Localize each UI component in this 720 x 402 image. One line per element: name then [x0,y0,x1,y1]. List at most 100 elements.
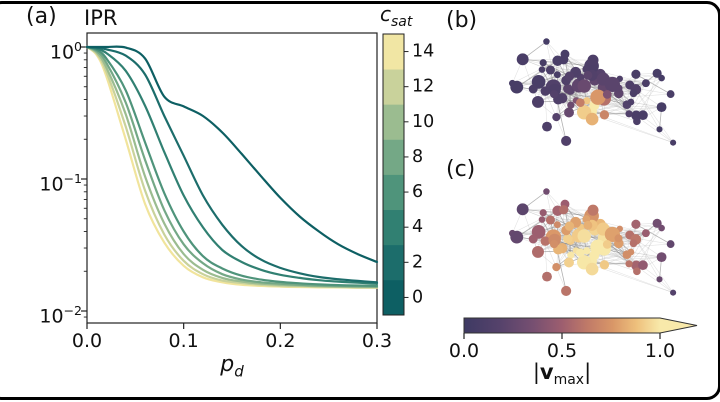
network-node [583,70,593,80]
network-node [567,101,575,109]
network-edge [636,77,662,116]
network-edge [659,279,674,293]
network-edge [556,90,571,118]
csat-colorbar-segment [383,279,404,316]
x-tick-label: 0.3 [362,330,392,352]
csat-colorbar-outline [382,33,405,316]
csat-colorbar-segment [383,34,404,70]
network-node [563,83,573,94]
network-node [631,219,641,229]
x-tick-label: 0.1 [169,330,199,352]
network-node [528,234,538,244]
network-node [658,74,665,82]
network-node [510,80,524,94]
network-node [627,248,635,256]
panel-b-label: (b) [446,8,478,33]
vmax-label-vector: v [539,360,554,384]
network-edge [628,233,647,264]
y-tick-base: 10 [39,305,64,328]
network-edge [516,210,558,238]
network-node [552,113,561,122]
csat-colorbar: 0 2 4 6 8 10 12 14 [382,33,434,316]
csat-tick-label: 2 [412,252,423,272]
network-node [545,215,555,225]
network-node [666,240,675,248]
ipr-curve-csat-6 [85,45,379,287]
y-tick-label: 100 [26,35,82,63]
network-panel-b [508,38,677,146]
network-edge [589,256,662,262]
network-node [583,247,591,255]
network-edge [604,256,662,266]
y-tick-label: 10−1 [26,167,82,195]
csat-colorbar-segment [383,244,404,281]
network-edge [512,60,558,84]
network-edge [635,73,671,95]
x-axis-label-sub: d [234,362,244,381]
network-edge [636,227,662,266]
network-node [599,260,610,270]
network-node [549,239,559,249]
network-node [564,221,575,231]
network-node [564,257,574,268]
vmax-colorbar: 0.0 0.5 1.0 [449,317,698,362]
vmax-tick-label: 0.5 [547,340,577,362]
network-node [641,229,650,238]
network-node [559,55,569,65]
network-node [564,107,574,118]
csat-colorbar-segment [383,104,404,140]
csat-colorbar-segment [383,209,404,246]
network-node [575,98,585,108]
network-node [629,239,638,248]
network-node [545,65,555,75]
network-node [652,68,662,78]
network-node [590,89,606,105]
network-edge [522,209,539,253]
network-edge [619,228,628,255]
network-node [553,221,561,229]
network-node [666,90,675,98]
network-node [542,121,552,132]
network-edge [635,223,671,245]
ipr-curve-csat-10 [85,45,379,289]
csat-colorbar-segment [383,69,404,105]
network-edge [628,227,662,265]
network-node [656,126,663,133]
network-node [540,86,551,96]
network-edge [628,77,662,115]
network-panel-c [508,188,677,296]
csat-tick-label: 14 [412,42,434,62]
network-edge [584,112,674,143]
y-tick-base: 10 [49,41,75,64]
network-edge [619,78,628,105]
vmax-tick-label: 1.0 [645,340,675,362]
network-node [510,230,524,244]
network-node [633,117,641,126]
network-node [638,260,648,270]
network-edge [612,234,671,245]
panel-a-plot: 0.0 0.1 0.2 0.3 [72,32,392,352]
network-node [656,102,667,113]
network-node [539,59,547,67]
network-node [575,248,585,258]
ipr-curve-csat-2 [85,45,379,284]
network-node [627,98,635,106]
vmax-label-bar1: | [532,360,540,384]
network-node [553,71,561,79]
network-node [528,84,538,94]
csat-tick-label: 4 [412,217,423,237]
ipr-curve-csat-8 [85,45,379,288]
network-node [564,71,575,81]
network-edge [522,59,539,103]
network-node [567,251,575,259]
network-node [625,260,633,268]
network-node [599,110,610,120]
network-node [631,69,641,79]
y-tick-exponent: 0 [74,39,82,54]
ipr-curve-csat-0 [85,45,379,264]
network-node [543,188,550,195]
network-edge [589,106,662,112]
network-node [614,84,623,93]
csat-tick-label: 12 [412,77,434,97]
